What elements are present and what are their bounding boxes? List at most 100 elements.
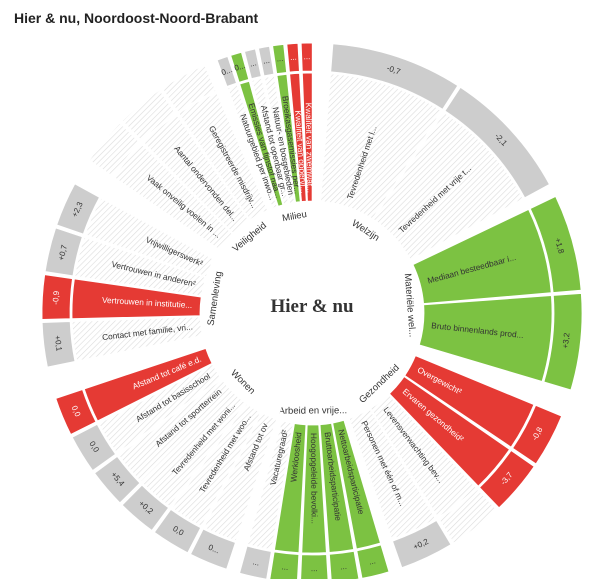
- indicator-bar: [83, 347, 213, 422]
- indicator-value: ...: [281, 562, 289, 572]
- indicator-bar: [74, 236, 207, 297]
- indicator-value: ...: [304, 52, 311, 61]
- indicator-bar: [142, 114, 250, 234]
- indicator-value: +1,8: [553, 237, 566, 255]
- value-cell: [512, 404, 563, 465]
- group-segment-samenleving: [201, 259, 245, 337]
- indicator-bar: [389, 376, 510, 487]
- indicator-bar: [301, 424, 327, 554]
- value-cell: [444, 86, 550, 199]
- value-cell: [329, 550, 360, 579]
- indicator-value: ...: [262, 56, 270, 66]
- value-cell: [330, 43, 459, 110]
- value-cell: [244, 48, 262, 80]
- value-cell: [121, 484, 170, 531]
- value-cell: [272, 44, 287, 75]
- indicator-value: ...: [290, 53, 297, 62]
- indicator-bar: [332, 419, 381, 550]
- indicator-value: 0...: [220, 65, 233, 77]
- indicator-bar: [412, 208, 552, 304]
- indicator-bar: [239, 80, 284, 207]
- indicator-bar: [274, 423, 307, 554]
- indicator-bar: [142, 392, 247, 507]
- indicator-bar: [227, 84, 278, 209]
- value-cell: [258, 45, 275, 77]
- indicator-value: +3,2: [561, 332, 572, 349]
- indicator-bar: [84, 197, 215, 277]
- value-cell: [216, 56, 237, 87]
- value-cell: [269, 551, 300, 579]
- indicator-bar: [404, 355, 535, 448]
- value-cell: [239, 545, 272, 579]
- indicator-bar: [178, 92, 268, 221]
- group-label-milieu: Milieu: [281, 209, 307, 224]
- indicator-bar: [264, 75, 295, 204]
- indicator-value: ...: [276, 54, 284, 64]
- value-cell: [286, 42, 300, 73]
- value-cell: [479, 450, 535, 509]
- value-cell: [88, 122, 141, 177]
- indicator-value: 0,0: [70, 404, 83, 418]
- indicator-value: +0,1: [53, 335, 64, 352]
- indicator-bar: [289, 72, 307, 202]
- indicator-value: ...: [340, 562, 348, 572]
- indicator-bar: [373, 111, 524, 261]
- value-cell: [300, 554, 329, 579]
- group-label-arbeid-en-vrije: Arbeid en vrije...: [278, 405, 347, 417]
- group-label-materi-le-wel: Materiële wel...: [402, 273, 418, 338]
- value-cell: [41, 274, 73, 320]
- indicator-bar: [203, 412, 278, 542]
- indicator-value: ...: [368, 556, 377, 566]
- indicator-value: +0,7: [57, 243, 70, 261]
- group-segment-milieu: [272, 202, 314, 241]
- indicator-bar: [418, 295, 553, 382]
- indicator-value: 0...: [207, 543, 221, 556]
- value-cell: [56, 183, 100, 235]
- value-cell: [71, 423, 116, 472]
- group-segment-gezondheid: [336, 341, 415, 418]
- indicator-bar: [348, 408, 436, 540]
- indicator-bar: [251, 77, 289, 206]
- indicator-value: ...: [311, 564, 318, 573]
- value-cell: [529, 196, 582, 293]
- indicator-bar: [98, 364, 222, 454]
- indicator-bar: [320, 73, 443, 220]
- chart-title: Hier & nu, Noordoost-Noord-Brabant: [14, 10, 259, 26]
- indicator-bar: [71, 278, 202, 320]
- value-cell: [153, 509, 202, 554]
- value-cell: [94, 455, 141, 504]
- indicator-label: Hoogopgeleide bevolki...: [309, 433, 320, 524]
- value-cell: [161, 64, 217, 113]
- value-cell: [41, 321, 76, 368]
- indicator-bar: [113, 143, 233, 251]
- group-segment-veiligheid: [220, 211, 283, 270]
- indicator-bar: [301, 72, 313, 202]
- value-cell: [121, 89, 176, 142]
- indicator-value: -0,7: [386, 63, 402, 76]
- value-cell: [300, 42, 313, 72]
- indicator-bar: [276, 73, 301, 203]
- value-cell: [356, 544, 390, 579]
- indicator-bar: [118, 378, 233, 483]
- indicator-bar: [247, 420, 294, 551]
- value-cell: [438, 488, 498, 544]
- indicator-value: 0...: [233, 61, 246, 73]
- value-cell: [392, 519, 452, 569]
- group-segment-arbeid-en-vrije: [281, 387, 345, 424]
- value-cell: [44, 227, 83, 277]
- indicator-label: Kwaliteit van zwemwat...: [304, 103, 316, 194]
- group-segment-materi-le-wel: [381, 264, 423, 346]
- indicator-value: -0,9: [51, 290, 61, 305]
- center-label: Hier & nu: [270, 296, 353, 317]
- value-cell: [543, 293, 583, 391]
- group-segment-welzijn: [317, 202, 410, 277]
- indicator-bar: [71, 316, 203, 362]
- value-cell: [190, 528, 236, 570]
- group-segment-wonen: [206, 336, 289, 419]
- indicator-value: ...: [249, 58, 258, 68]
- indicator-bar: [370, 394, 477, 518]
- indicator-bar: [171, 403, 261, 527]
- value-cell: [55, 389, 97, 435]
